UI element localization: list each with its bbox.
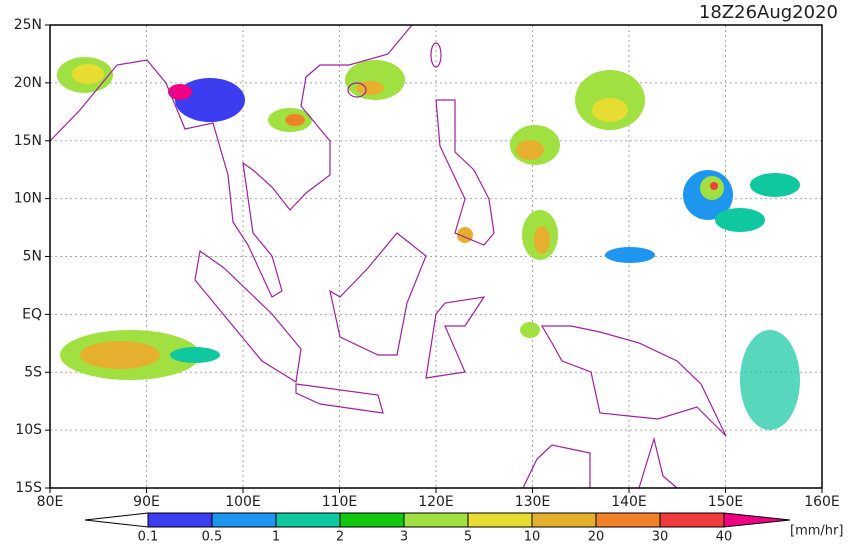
- lat-label: 5N: [23, 249, 42, 265]
- colorbar-box: [595, 512, 661, 528]
- grid: [50, 25, 822, 488]
- lat-label: 25N: [14, 17, 42, 33]
- colorbar-label: 3: [400, 530, 408, 545]
- colorbar-label: 5: [464, 530, 472, 545]
- colorbar-triangle: [84, 512, 149, 528]
- colorbar-triangle: [723, 512, 791, 528]
- colorbar-box: [467, 512, 533, 528]
- lon-label: 140E: [611, 494, 647, 510]
- colorbar-box: [147, 512, 213, 528]
- lon-label: 100E: [225, 494, 261, 510]
- colorbar-label: 2: [336, 530, 344, 545]
- coastlines: [49, 24, 727, 489]
- lat-label: 10S: [15, 422, 42, 438]
- lat-label: 15N: [14, 133, 42, 149]
- colorbar-box: [659, 512, 725, 528]
- lon-label: 80E: [37, 494, 64, 510]
- colorbar-box: [275, 512, 341, 528]
- colorbar-label: 1: [272, 530, 280, 545]
- colorbar-box: [211, 512, 277, 528]
- lon-label: 130E: [515, 494, 551, 510]
- colorbar: 0.1 0.5 1 2 3 5 10 20 30 40: [84, 512, 791, 545]
- colorbar-label: 0.1: [138, 530, 159, 545]
- lat-label: 10N: [14, 191, 42, 207]
- precipitation: [57, 57, 800, 430]
- lat-label: 5S: [24, 364, 42, 380]
- colorbar-label: 10: [524, 530, 541, 545]
- colorbar-label: 0.5: [202, 530, 223, 545]
- colorbar-label: 20: [588, 530, 605, 545]
- map-title: 18Z26Aug2020: [699, 2, 838, 23]
- lon-label: 150E: [708, 494, 744, 510]
- colorbar-box: [403, 512, 469, 528]
- lon-label: 160E: [804, 494, 840, 510]
- colorbar-label: 30: [652, 530, 669, 545]
- lat-label: EQ: [22, 306, 42, 322]
- lon-label: 120E: [418, 494, 454, 510]
- lon-label: 90E: [133, 494, 160, 510]
- colorbar-box: [531, 512, 597, 528]
- lon-label: 110E: [322, 494, 358, 510]
- lat-label: 20N: [14, 75, 42, 91]
- colorbar-box: [339, 512, 405, 528]
- colorbar-unit: [mm/hr]: [790, 524, 843, 539]
- lat-label: 15S: [15, 480, 42, 496]
- colorbar-label: 40: [716, 530, 733, 545]
